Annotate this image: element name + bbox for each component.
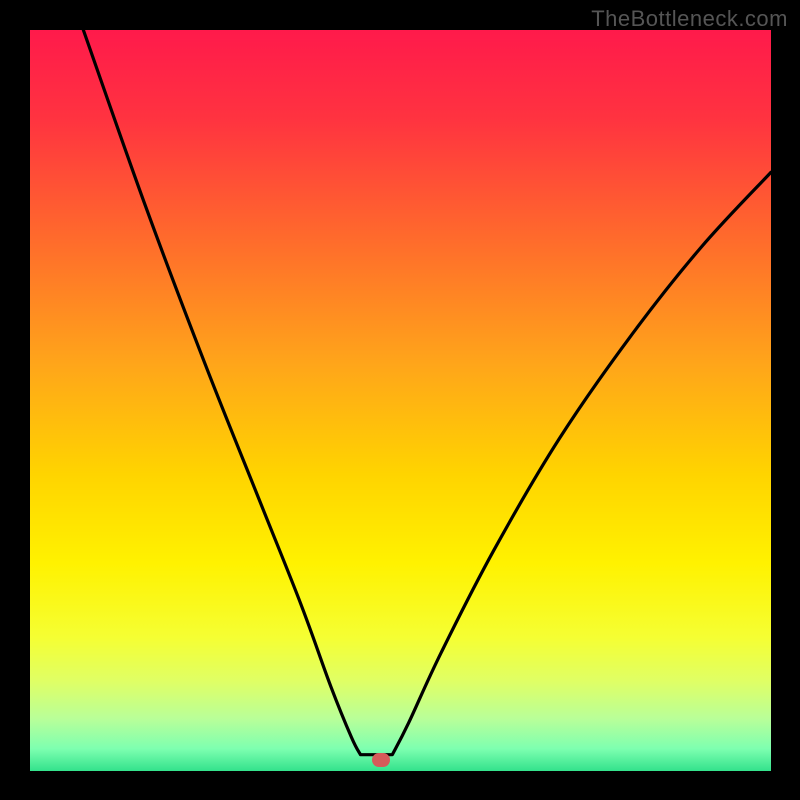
watermark-text: TheBottleneck.com (591, 6, 788, 32)
curve-path (83, 30, 771, 755)
chart-plot-area (30, 30, 771, 771)
optimal-point-marker (372, 753, 390, 767)
bottleneck-curve (30, 30, 771, 771)
